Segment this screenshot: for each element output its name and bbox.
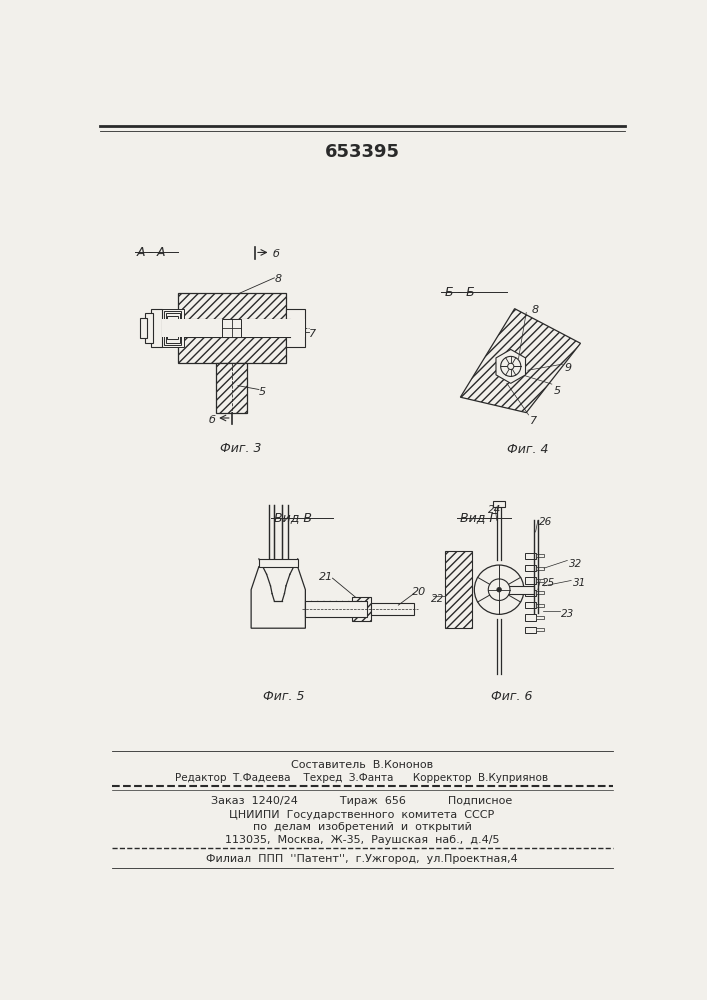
Text: 25: 25 xyxy=(542,578,555,588)
Circle shape xyxy=(501,356,521,376)
Text: 24: 24 xyxy=(488,505,501,515)
Bar xyxy=(371,603,414,615)
Bar xyxy=(537,591,544,594)
Bar xyxy=(537,628,544,631)
Bar xyxy=(286,309,305,347)
Text: 7: 7 xyxy=(530,416,537,426)
Circle shape xyxy=(508,363,514,369)
Bar xyxy=(151,309,162,347)
Bar xyxy=(537,604,544,607)
Bar xyxy=(259,559,298,567)
Bar xyxy=(177,293,286,363)
Bar xyxy=(525,590,537,596)
Text: Заказ  1240/24            Тираж  656            Подписное: Заказ 1240/24 Тираж 656 Подписное xyxy=(211,796,513,806)
Text: 653395: 653395 xyxy=(325,143,399,161)
Text: 32: 32 xyxy=(569,559,582,569)
Bar xyxy=(537,579,544,582)
Text: Вид В: Вид В xyxy=(274,511,312,524)
Text: Филиал  ППП  ''Патент'',  г.Ужгород,  ул.Проектная,4: Филиал ППП ''Патент'', г.Ужгород, ул.Про… xyxy=(206,854,518,864)
Circle shape xyxy=(497,587,501,592)
Circle shape xyxy=(474,565,524,614)
Text: 26: 26 xyxy=(539,517,553,527)
Bar xyxy=(305,601,368,617)
Bar xyxy=(352,597,371,620)
Bar xyxy=(537,567,544,570)
Text: Фиг. 4: Фиг. 4 xyxy=(507,443,549,456)
Text: Фиг. 6: Фиг. 6 xyxy=(491,690,533,703)
Bar xyxy=(162,309,184,347)
Bar xyxy=(525,614,537,620)
Bar xyxy=(525,577,537,584)
Text: Составитель  В.Кононов: Составитель В.Кононов xyxy=(291,760,433,770)
Text: 8: 8 xyxy=(532,305,539,315)
Text: ЦНИИПИ  Государственного  комитета  СССР: ЦНИИПИ Государственного комитета СССР xyxy=(229,810,495,820)
Bar xyxy=(164,311,182,345)
Text: б: б xyxy=(209,415,216,425)
Text: А - А: А - А xyxy=(136,246,166,259)
Text: 5: 5 xyxy=(554,386,561,396)
Text: 7: 7 xyxy=(309,329,316,339)
Text: 23: 23 xyxy=(561,609,574,619)
Text: 21: 21 xyxy=(319,572,333,582)
Text: 22: 22 xyxy=(431,594,444,604)
Bar xyxy=(525,565,537,571)
Text: Фиг. 3: Фиг. 3 xyxy=(220,442,262,455)
Text: Б - Б: Б - Б xyxy=(445,286,474,299)
Text: Вид Г: Вид Г xyxy=(460,511,497,524)
Text: 20: 20 xyxy=(412,587,426,597)
Bar xyxy=(145,313,153,343)
Bar xyxy=(537,616,544,619)
Bar xyxy=(525,602,537,608)
Text: Фиг. 5: Фиг. 5 xyxy=(263,690,304,703)
Bar xyxy=(493,501,506,507)
Text: 31: 31 xyxy=(573,578,586,588)
Text: 8: 8 xyxy=(274,274,281,284)
Text: 113035,  Москва,  Ж-35,  Раушская  наб.,  д.4/5: 113035, Москва, Ж-35, Раушская наб., д.4… xyxy=(225,835,499,845)
Bar xyxy=(525,627,537,633)
Polygon shape xyxy=(251,567,305,628)
Text: б: б xyxy=(273,249,280,259)
Bar xyxy=(140,318,146,338)
Bar xyxy=(525,553,537,559)
Bar xyxy=(495,586,534,594)
Text: 5: 5 xyxy=(259,387,266,397)
Bar xyxy=(216,363,247,413)
Bar xyxy=(168,316,178,339)
Text: Редактор  Т.Фадеева    Техред  З.Фанта      Корректор  В.Куприянов: Редактор Т.Фадеева Техред З.Фанта Коррек… xyxy=(175,773,549,783)
Bar xyxy=(537,554,544,557)
Polygon shape xyxy=(496,349,525,383)
Bar xyxy=(445,551,472,628)
Text: по  делам  изобретений  и  открытий: по делам изобретений и открытий xyxy=(252,822,472,832)
Text: 9: 9 xyxy=(565,363,572,373)
Bar xyxy=(223,319,241,337)
Bar xyxy=(162,319,305,337)
Bar xyxy=(166,313,180,343)
Circle shape xyxy=(489,579,510,600)
Polygon shape xyxy=(460,309,580,413)
